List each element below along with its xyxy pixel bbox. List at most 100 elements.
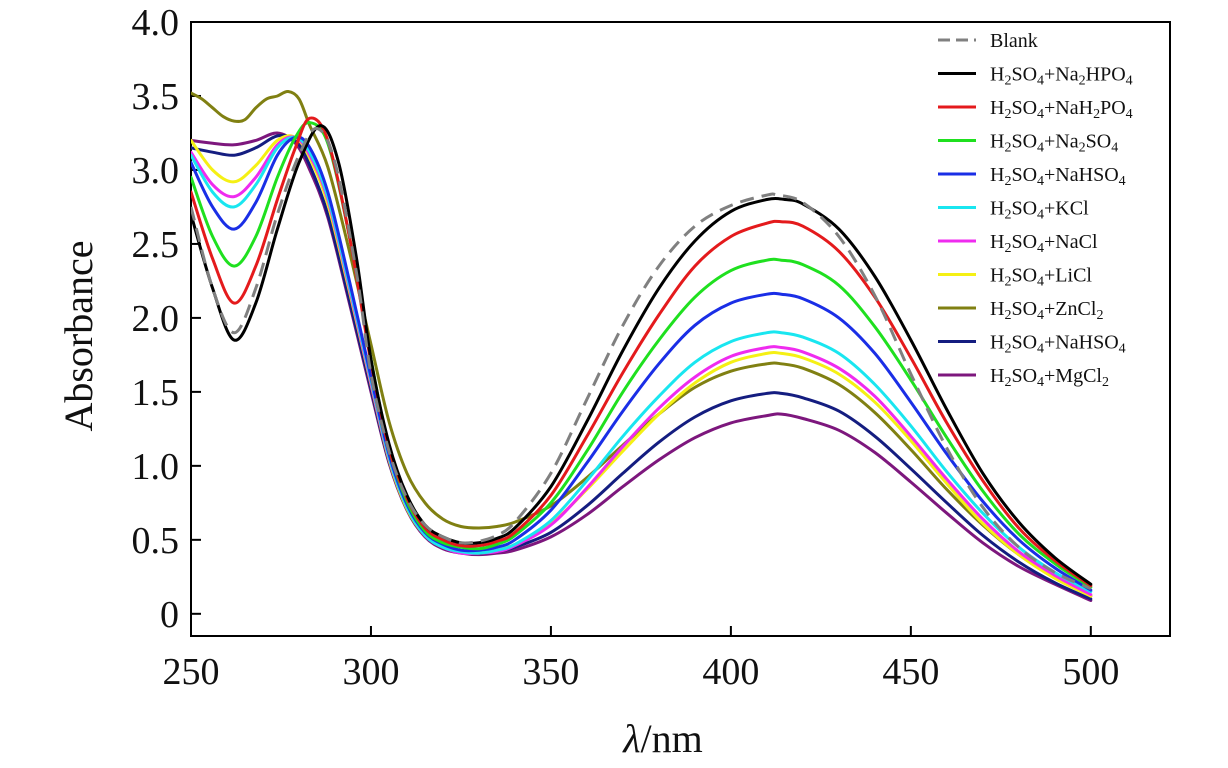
legend-label-part: 4 <box>1037 375 1044 390</box>
legend-label-part: H <box>990 164 1004 186</box>
legend-label-part: 4 <box>1126 74 1133 89</box>
legend-label-part: H <box>990 265 1004 287</box>
y-tick-label: 2.5 <box>132 224 180 266</box>
plot-frame <box>190 21 1171 637</box>
legend-label-part: H <box>990 231 1004 253</box>
legend-label-part: 2 <box>1079 74 1086 89</box>
legend-label-part: SO <box>1011 198 1037 220</box>
series-line-zncl2 <box>191 89 1093 598</box>
x-tick-label: 300 <box>342 651 399 693</box>
legend-label-part: Blank <box>990 30 1038 52</box>
x-axis-title: λ/nm <box>622 716 703 761</box>
x-axis-ticks: 250 300 350 400 450 500 <box>163 626 1119 693</box>
legend-label-part: +MgCl <box>1044 365 1102 387</box>
legend-label-part: SO <box>1011 298 1037 320</box>
y-tick-label: 0.5 <box>132 520 180 562</box>
legend-label-zncl2: H2SO4+ZnCl2 <box>990 298 1103 323</box>
legend-label-nahso4_blue: H2SO4+NaHSO4 <box>990 164 1126 189</box>
legend-label-na2so4: H2SO4+Na2SO4 <box>990 131 1118 156</box>
legend-label-part: 2 <box>1079 141 1086 156</box>
legend-label-part: 2 <box>1004 342 1011 357</box>
x-tick-label: 250 <box>163 651 220 693</box>
legend-label-na2hpo4: H2SO4+Na2HPO4 <box>990 64 1133 89</box>
legend-label-part: H <box>990 365 1004 387</box>
legend-label-part: +NaCl <box>1044 231 1098 253</box>
legend-label-part: 4 <box>1037 141 1044 156</box>
series-line-mgcl2 <box>191 131 1093 602</box>
legend-label-part: 2 <box>1004 375 1011 390</box>
legend-label-part: 2 <box>1004 74 1011 89</box>
y-tick-label: 4.0 <box>132 2 180 44</box>
legend-label-part: 4 <box>1037 342 1044 357</box>
legend-label-nahso4_navy: H2SO4+NaHSO4 <box>990 332 1126 357</box>
legend-label-part: 4 <box>1111 141 1118 156</box>
legend-label-part: +Na <box>1044 64 1079 86</box>
legend-label-part: SO <box>1086 131 1112 153</box>
legend-label-part: H <box>990 298 1004 320</box>
x-tick-label: 400 <box>702 651 759 693</box>
legend-label-part: PO <box>1100 97 1126 119</box>
legend-label-part: SO <box>1011 365 1037 387</box>
legend-label-part: 4 <box>1037 107 1044 122</box>
legend-label-part: 2 <box>1004 308 1011 323</box>
legend-label-part: 4 <box>1119 174 1126 189</box>
series-line-na2so4 <box>191 121 1093 589</box>
legend-label-nacl: H2SO4+NaCl <box>990 231 1098 256</box>
legend-label-part: 2 <box>1004 141 1011 156</box>
x-axis-title-unit: /nm <box>641 716 703 761</box>
legend-label-part: SO <box>1011 265 1037 287</box>
y-tick-label: 0 <box>160 594 179 636</box>
series-line-na2hpo4 <box>191 124 1093 586</box>
legend-label-part: 4 <box>1037 275 1044 290</box>
legend-label-part: 4 <box>1037 308 1044 323</box>
legend-label-part: SO <box>1011 231 1037 253</box>
x-tick-label: 500 <box>1062 651 1119 693</box>
legend-label-part: 4 <box>1037 174 1044 189</box>
y-tick-label: 1.0 <box>132 446 180 488</box>
legend-label-part: SO <box>1011 332 1037 354</box>
legend-label-part: H <box>990 332 1004 354</box>
legend-label-part: 2 <box>1004 107 1011 122</box>
y-axis-ticks: 0 0.5 1.0 1.5 2.0 2.5 3.0 3.5 4.0 <box>132 2 201 636</box>
legend-label-kcl: H2SO4+KCl <box>990 198 1089 223</box>
legend-label-part: 4 <box>1037 208 1044 223</box>
legend-label-blank: Blank <box>990 30 1038 52</box>
x-tick-label: 450 <box>882 651 939 693</box>
series-line-nah2po4 <box>191 116 1093 588</box>
series-lines <box>191 89 1093 602</box>
legend-label-part: 2 <box>1096 308 1103 323</box>
legend-label-part: +KCl <box>1044 198 1089 220</box>
series-line-blank <box>191 127 1092 591</box>
legend-label-part: +LiCl <box>1044 265 1092 287</box>
legend-label-part: HPO <box>1086 64 1126 86</box>
legend-label-part: H <box>990 198 1004 220</box>
legend-label-part: 2 <box>1102 375 1109 390</box>
legend-label-mgcl2: H2SO4+MgCl2 <box>990 365 1109 390</box>
legend-label-part: SO <box>1011 97 1037 119</box>
y-tick-label: 3.0 <box>132 150 180 192</box>
y-tick-label: 1.5 <box>132 372 180 414</box>
legend-label-part: 2 <box>1004 208 1011 223</box>
legend-label-part: 4 <box>1119 342 1126 357</box>
legend-label-licl: H2SO4+LiCl <box>990 265 1092 290</box>
legend-label-nah2po4: H2SO4+NaH2PO4 <box>990 97 1133 122</box>
legend-label-part: H <box>990 97 1004 119</box>
legend-label-part: +NaHSO <box>1044 164 1119 186</box>
legend-label-part: +ZnCl <box>1044 298 1097 320</box>
legend-label-part: 2 <box>1093 107 1100 122</box>
legend-label-part: +Na <box>1044 131 1079 153</box>
legend-label-part: H <box>990 64 1004 86</box>
legend-label-part: 2 <box>1004 275 1011 290</box>
legend-label-part: +NaH <box>1044 97 1093 119</box>
legend: BlankH2SO4+Na2HPO4H2SO4+NaH2PO4H2SO4+Na2… <box>938 30 1133 390</box>
legend-label-part: 4 <box>1126 107 1133 122</box>
legend-label-part: +NaHSO <box>1044 332 1119 354</box>
legend-label-part: SO <box>1011 131 1037 153</box>
x-tick-label: 350 <box>522 651 579 693</box>
legend-label-part: SO <box>1011 64 1037 86</box>
legend-label-part: H <box>990 131 1004 153</box>
legend-label-part: 4 <box>1037 74 1044 89</box>
legend-label-part: 2 <box>1004 174 1011 189</box>
legend-label-part: SO <box>1011 164 1037 186</box>
